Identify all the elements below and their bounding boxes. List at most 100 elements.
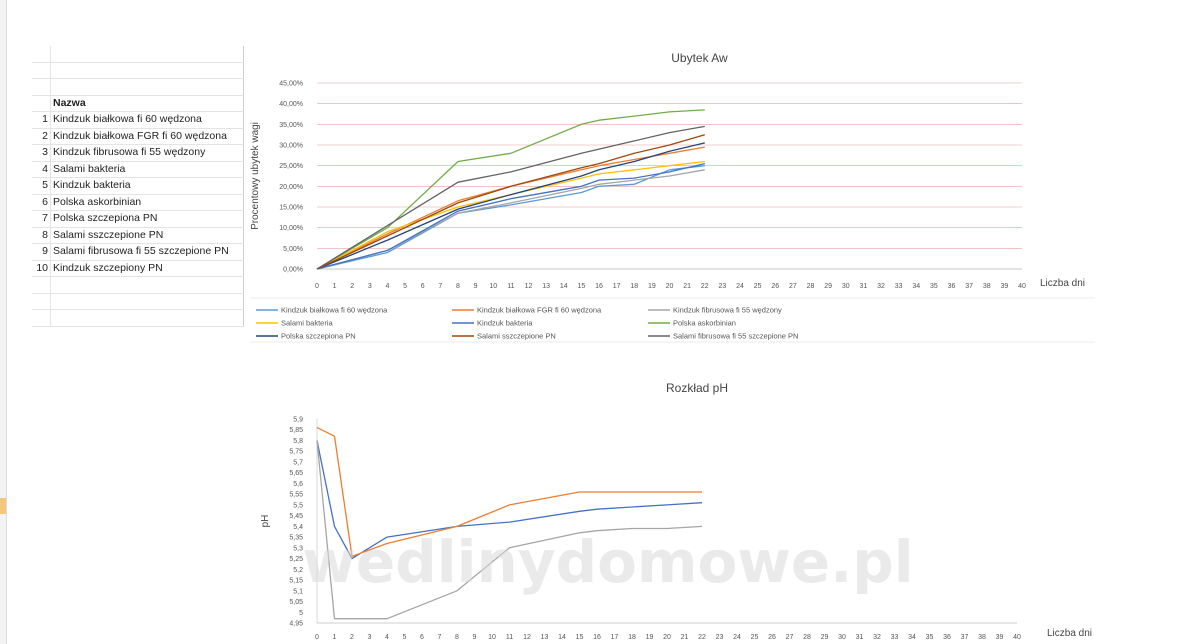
product-name-cell[interactable] (50, 62, 244, 79)
legend-label: Polska szczepiona PN (281, 332, 356, 341)
y-tick-label: 5,00% (283, 246, 303, 253)
empty-row (32, 293, 244, 310)
row-number[interactable]: 8 (32, 227, 51, 244)
x-tick-label: 18 (628, 634, 636, 641)
row-number[interactable] (32, 293, 51, 310)
product-name-cell[interactable] (50, 78, 244, 96)
table-row: 3 Kindzuk fibrusowa fi 55 wędzony (32, 144, 244, 162)
legend-item[interactable]: Polska askorbinian (648, 319, 736, 328)
x-axis-label: Liczba dni (1040, 278, 1085, 289)
legend-label: Kindzuk fibrusowa fi 55 wędzony (673, 306, 782, 315)
row-number[interactable] (32, 46, 51, 63)
x-tick-label: 15 (576, 634, 584, 641)
row-number[interactable]: 1 (32, 111, 51, 129)
x-tick-label: 11 (507, 283, 514, 290)
y-tick-label: 30,00% (279, 143, 303, 150)
x-tick-label: 17 (613, 283, 621, 290)
x-tick-label: 33 (891, 634, 899, 641)
product-name-cell[interactable]: Polska szczepiona PN (50, 210, 244, 228)
x-tick-label: 12 (523, 634, 531, 641)
row-number[interactable] (32, 309, 51, 327)
product-table: Nazwa 1 Kindzuk białkowa fi 60 wędzona 2 Kin… (32, 46, 244, 327)
row-number[interactable]: 9 (32, 243, 51, 261)
product-name-cell[interactable] (50, 309, 244, 327)
series-line-2 (316, 427, 702, 558)
product-name-cell[interactable]: Kindzuk bakteria (50, 177, 244, 195)
row-number[interactable]: 7 (32, 210, 51, 228)
product-name-cell[interactable]: Polska askorbinian (50, 194, 244, 211)
x-tick-label: 32 (877, 283, 885, 290)
row-number[interactable]: 2 (32, 128, 51, 145)
legend-item[interactable]: Kindzuk fibrusowa fi 55 wędzony (648, 306, 782, 315)
product-name-cell[interactable]: Kindzuk białkowa fi 60 wędzona (50, 111, 244, 129)
product-name-cell[interactable] (50, 46, 244, 63)
x-tick-label: 28 (803, 634, 811, 641)
table-row: 2 Kindzuk białkowa FGR fi 60 wędzona (32, 128, 244, 145)
row-number[interactable]: 3 (32, 144, 51, 162)
legend-item[interactable]: Salami bakteria (256, 319, 334, 328)
x-tick-label: 31 (859, 283, 867, 290)
x-tick-label: 38 (978, 634, 986, 641)
row-number[interactable]: 6 (32, 194, 51, 211)
x-tick-label: 20 (663, 634, 671, 641)
legend-item[interactable]: Kindzuk bakteria (452, 319, 533, 328)
x-tick-label: 20 (666, 283, 674, 290)
legend-item[interactable]: Salami fibrusowa fi 55 szczepione PN (648, 332, 798, 341)
x-tick-label: 4 (385, 634, 389, 641)
x-tick-label: 13 (541, 634, 549, 641)
product-name-cell[interactable]: Kindzuk białkowa FGR fi 60 wędzona (50, 128, 244, 145)
product-name-cell[interactable] (50, 293, 244, 310)
product-name-cell[interactable]: Nazwa (50, 95, 244, 112)
row-number[interactable] (32, 78, 51, 96)
product-name-cell[interactable]: Salami sszczepione PN (50, 227, 244, 244)
x-tick-label: 24 (733, 634, 741, 641)
legend-item[interactable]: Salami sszczepione PN (452, 332, 556, 341)
y-tick-label: 25,00% (279, 163, 303, 170)
y-tick-label: 20,00% (279, 184, 303, 191)
table-row: 7 Polska szczepiona PN (32, 210, 244, 228)
y-tick-label: 5,6 (293, 481, 303, 488)
legend-item[interactable]: Polska szczepiona PN (256, 332, 356, 341)
x-tick-label: 10 (488, 634, 496, 641)
x-tick-label: 8 (456, 283, 460, 290)
product-name-cell[interactable]: Salami bakteria (50, 161, 244, 178)
product-name-cell[interactable]: Salami fibrusowa fi 55 szczepione PN (50, 243, 244, 261)
series-line-1 (316, 440, 703, 560)
y-tick-label: 35,00% (279, 122, 303, 129)
legend-label: Kindzuk białkowa fi 60 wędzona (281, 306, 388, 315)
table-row: 8 Salami sszczepione PN (32, 227, 244, 244)
x-tick-label: 5 (403, 634, 407, 641)
y-tick-label: 5,55 (289, 492, 303, 499)
x-tick-label: 2 (350, 634, 354, 641)
legend-item[interactable]: Kindzuk białkowa FGR fi 60 wędzona (452, 306, 602, 315)
product-name-cell[interactable]: Kindzuk fibrusowa fi 55 wędzony (50, 144, 244, 162)
row-number[interactable] (32, 95, 51, 112)
x-tick-label: 3 (368, 283, 372, 290)
x-tick-label: 31 (856, 634, 864, 641)
x-tick-label: 6 (421, 283, 425, 290)
chart-title: Rozkład pH (666, 381, 728, 395)
legend-label: Kindzuk bakteria (477, 319, 533, 328)
product-name-cell[interactable]: Kindzuk szczepiony PN (50, 260, 244, 277)
x-tick-label: 6 (420, 634, 424, 641)
x-tick-label: 27 (786, 634, 794, 641)
x-tick-label: 0 (315, 634, 319, 641)
x-tick-label: 27 (789, 283, 797, 290)
x-tick-label: 29 (824, 283, 832, 290)
table-row: 5 Kindzuk bakteria (32, 177, 244, 195)
x-tick-label: 24 (736, 283, 744, 290)
x-tick-label: 12 (525, 283, 533, 290)
row-number[interactable] (32, 276, 51, 294)
x-tick-label: 19 (646, 634, 654, 641)
row-number[interactable] (32, 62, 51, 79)
product-name-cell[interactable] (50, 276, 244, 294)
x-tick-label: 25 (754, 283, 762, 290)
row-number[interactable]: 5 (32, 177, 51, 195)
table-header-row: Nazwa (32, 95, 244, 112)
row-number[interactable]: 10 (32, 260, 51, 277)
legend-item[interactable]: Kindzuk białkowa fi 60 wędzona (256, 306, 388, 315)
x-tick-label: 35 (926, 634, 934, 641)
x-tick-label: 21 (681, 634, 689, 641)
row-number[interactable]: 4 (32, 161, 51, 178)
x-tick-label: 38 (983, 283, 991, 290)
